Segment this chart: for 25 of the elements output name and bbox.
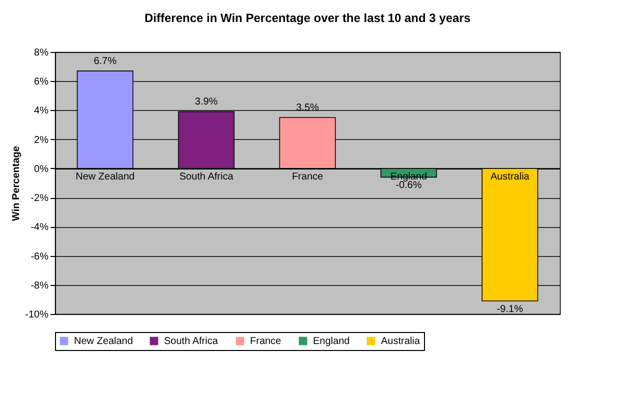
data-label: 6.7% — [94, 56, 117, 67]
legend-label: France — [250, 336, 282, 347]
legend-label: South Africa — [164, 336, 218, 347]
y-tick-label: 0% — [34, 164, 49, 175]
x-tick-label: New Zealand — [76, 171, 135, 182]
y-tick-label: 4% — [34, 106, 49, 117]
y-tick-label: -10% — [25, 310, 49, 320]
y-axis-title: Win Percentage — [11, 146, 22, 221]
data-label: -9.1% — [496, 304, 524, 315]
x-tick-label: France — [292, 171, 324, 182]
y-tick-label: -4% — [30, 222, 49, 234]
data-label: -0.6% — [396, 180, 422, 192]
y-tick-label: 6% — [34, 76, 49, 88]
legend-label: Australia — [381, 336, 420, 347]
y-tick-label: 2% — [34, 134, 49, 146]
y-tick-label: -8% — [30, 280, 49, 292]
data-label: 3.9% — [194, 96, 218, 108]
chart-title: Difference in Win Percentage over the last 10 and 3 years — [144, 11, 471, 25]
legend-label: New Zealand — [74, 336, 133, 347]
x-tick-label: South Africa — [179, 171, 234, 182]
y-tick-label: -2% — [30, 193, 49, 204]
legend-label: England — [313, 336, 350, 347]
y-tick-label: 8% — [34, 48, 49, 58]
y-tick-label: -6% — [30, 251, 49, 262]
x-tick-label: Australia — [490, 171, 530, 182]
